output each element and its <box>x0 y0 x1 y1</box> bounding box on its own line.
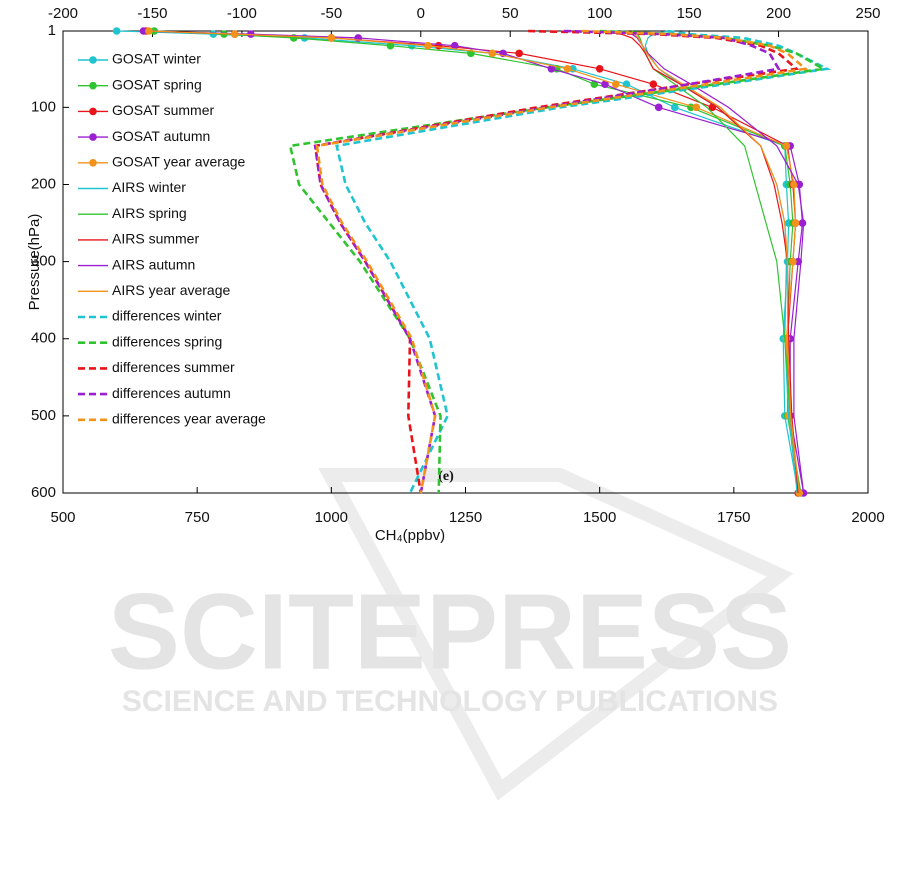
series-marker <box>595 64 604 73</box>
legend-marker <box>89 81 97 90</box>
legend-label: differences summer <box>112 359 235 375</box>
series-line <box>644 30 798 494</box>
series-marker <box>450 41 459 50</box>
legend-label: GOSAT spring <box>112 76 202 92</box>
legend-label: AIRS year average <box>112 282 230 298</box>
x2-tick-label: 150 <box>677 5 702 22</box>
x2-tick-label: -150 <box>137 5 167 22</box>
y-tick-label: 300 <box>31 253 56 270</box>
y-tick-label: 200 <box>31 175 56 192</box>
series-marker <box>654 103 663 112</box>
legend-label: AIRS autumn <box>112 256 195 272</box>
series-marker <box>515 49 523 58</box>
legend-label: AIRS spring <box>112 205 187 221</box>
legend-label: GOSAT winter <box>112 51 201 67</box>
series-line <box>288 29 828 494</box>
watermark-subtitle: SCIENCE AND TECHNOLOGY PUBLICATIONS <box>122 685 778 718</box>
x-axis-label: CH₄(ppbv) <box>375 527 445 544</box>
series-marker <box>434 41 443 50</box>
x-tick-label: 1500 <box>583 509 616 526</box>
series-marker <box>300 34 309 42</box>
series-line <box>313 29 800 494</box>
series-marker <box>791 219 800 227</box>
y-tick-label: 400 <box>31 330 56 347</box>
series-marker <box>386 41 395 50</box>
series-marker <box>424 41 432 50</box>
series-line <box>599 30 799 494</box>
x-tick-label: 1000 <box>315 509 348 526</box>
series-marker <box>789 257 797 266</box>
legend-label: GOSAT autumn <box>112 128 210 144</box>
x2-tick-label: 200 <box>766 5 791 22</box>
x2-tick-label: 250 <box>855 5 880 22</box>
legend-label: differences winter <box>112 308 222 324</box>
x-tick-label: 750 <box>185 509 210 526</box>
series-marker <box>563 64 572 73</box>
series-line <box>315 29 809 494</box>
legend-label: differences year average <box>112 411 266 427</box>
x2-tick-label: -100 <box>227 5 257 22</box>
x-tick-label: 1750 <box>717 509 750 526</box>
series-marker <box>649 80 658 89</box>
series-marker <box>590 80 599 89</box>
y-tick-label: 500 <box>31 407 56 424</box>
series-marker <box>145 27 153 35</box>
legend-label: GOSAT year average <box>112 154 246 170</box>
legend-marker <box>89 133 97 141</box>
series-marker <box>230 30 239 38</box>
series-marker <box>139 27 148 35</box>
x-tick-label: 2000 <box>851 509 884 526</box>
x-tick-label: 500 <box>50 509 75 526</box>
series-marker <box>611 80 620 89</box>
legend-marker <box>89 159 97 167</box>
annotation: (e) <box>438 469 454 484</box>
series-line <box>335 29 832 494</box>
series-marker <box>692 103 701 112</box>
watermark-shape <box>318 468 794 801</box>
series-line <box>631 30 800 494</box>
series-marker <box>247 30 255 38</box>
x2-tick-label: 0 <box>417 5 425 22</box>
watermark-title: SCITEPRESS <box>108 571 792 692</box>
series-line <box>313 29 781 494</box>
x2-tick-label: 100 <box>587 5 612 22</box>
series-marker <box>488 49 497 58</box>
y-axis-label: Pressure(hPa) <box>26 214 43 311</box>
x2-tick-label: 50 <box>502 5 519 22</box>
series-marker <box>601 80 609 89</box>
legend-label: differences autumn <box>112 385 231 401</box>
y-tick-label: 1 <box>48 22 56 39</box>
legend-label: differences spring <box>112 333 222 349</box>
series-marker <box>327 34 336 42</box>
series-marker <box>782 142 791 150</box>
series-marker <box>790 180 798 189</box>
series-marker <box>112 27 121 35</box>
x-tick-label: 1250 <box>449 509 482 526</box>
y-tick-label: 100 <box>31 98 56 115</box>
series-marker <box>798 219 807 227</box>
series-marker <box>547 64 556 73</box>
legend-label: AIRS summer <box>112 231 199 247</box>
x2-tick-label: -200 <box>48 5 78 22</box>
series-marker <box>671 103 679 112</box>
series-line <box>626 30 800 494</box>
x2-tick-label: -50 <box>320 5 342 22</box>
legend-marker <box>89 107 97 116</box>
series-line <box>620 30 805 494</box>
legend-label: GOSAT summer <box>112 102 215 118</box>
legend-marker <box>89 56 97 64</box>
legend-label: AIRS winter <box>112 179 186 195</box>
y-tick-label: 600 <box>31 484 56 501</box>
